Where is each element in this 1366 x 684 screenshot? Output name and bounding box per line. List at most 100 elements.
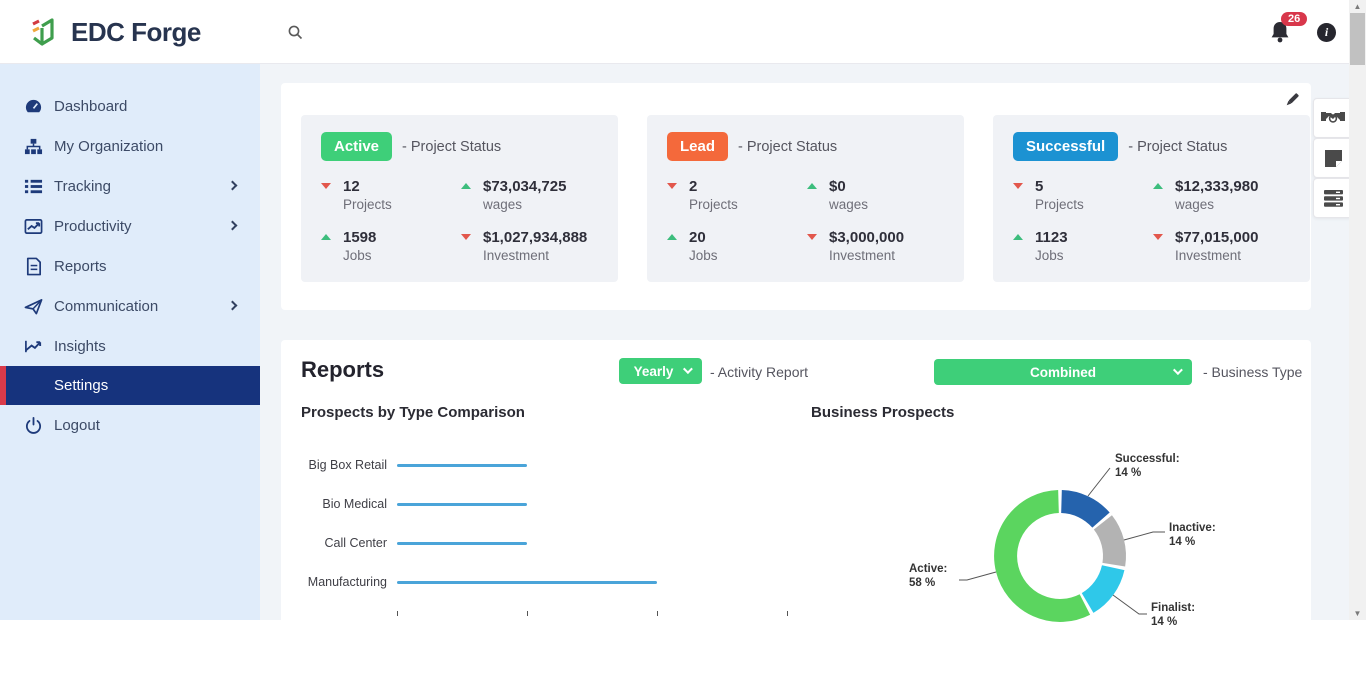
sidebar-item-reports[interactable]: Reports <box>0 246 260 286</box>
sidebar-item-insights[interactable]: Insights <box>0 326 260 366</box>
search-icon[interactable] <box>287 24 305 42</box>
stat-label: wages <box>483 197 523 212</box>
arrow-down-icon <box>321 183 331 189</box>
donut-chart-title: Business Prospects <box>811 404 955 421</box>
sticky-note-icon <box>1324 149 1342 167</box>
leader-line-successful <box>1087 467 1111 497</box>
info-icon[interactable]: i <box>1317 22 1336 42</box>
stat-value: $77,015,000 <box>1175 229 1259 246</box>
status-card: Active - Project Status 12 Projects $73,034,… <box>301 115 618 282</box>
bar-row: Big Box Retail <box>301 455 791 475</box>
stat-label: wages <box>829 197 869 212</box>
sidebar-item-dashboard[interactable]: Dashboard <box>0 86 260 126</box>
handshake-icon <box>1321 112 1345 123</box>
sidebar-item-settings[interactable]: Settings <box>0 366 260 405</box>
page-scrollbar[interactable]: ▲ ▼ <box>1349 0 1366 620</box>
stat-value: 1123 <box>1035 229 1068 246</box>
sidebar-item-logout[interactable]: Logout <box>0 405 260 445</box>
paper-plane-icon <box>24 297 43 316</box>
bar-bio-medical[interactable] <box>397 503 527 506</box>
chart-box-icon <box>24 217 43 236</box>
quick-action-server-button[interactable] <box>1313 178 1353 218</box>
sidebar-item-label: Reports <box>54 257 107 275</box>
business-type-dropdown[interactable]: Combined <box>934 359 1192 385</box>
brand-logo[interactable]: EDC Forge <box>28 14 201 50</box>
stat-value: $73,034,725 <box>483 178 567 195</box>
bar-row: Call Center <box>301 533 791 553</box>
pie-label-active: Active: 58 % <box>909 563 948 590</box>
activity-report-dropdown[interactable]: Yearly <box>619 358 702 384</box>
stat-value: 5 <box>1035 178 1044 195</box>
status-badge: Lead <box>667 132 729 161</box>
stat-value: $3,000,000 <box>829 229 905 246</box>
stat-investment: $77,015,000 Investment <box>1153 229 1303 263</box>
scrollbar-down-arrow[interactable]: ▼ <box>1353 609 1362 618</box>
reports-title: Reports <box>301 357 385 382</box>
org-chart-icon <box>24 137 43 156</box>
leader-line-inactive <box>1123 531 1165 541</box>
stat-label: Jobs <box>1035 248 1064 263</box>
power-icon <box>24 416 43 435</box>
status-badge: Successful <box>1013 132 1119 161</box>
stat-label: Jobs <box>343 248 372 263</box>
top-header: EDC Forge 26 i <box>0 0 1366 64</box>
stat-value: 2 <box>689 178 698 195</box>
stat-jobs: 1123 Jobs <box>1013 229 1163 263</box>
arrow-up-icon <box>321 234 331 240</box>
status-card: Successful - Project Status 5 Projects $12,3… <box>993 115 1310 282</box>
dropdown-value: Yearly <box>633 363 674 379</box>
stat-label: Investment <box>829 248 896 263</box>
stat-label: wages <box>1175 197 1215 212</box>
prospects-bar-chart: Big Box Retail Bio Medical Call Center Manu… <box>301 435 791 635</box>
stat-investment: $1,027,934,888 Investment <box>461 229 611 263</box>
chevron-down-icon <box>682 364 693 375</box>
pie-label-inactive: Inactive: 14 % <box>1169 522 1216 549</box>
sidebar-item-label: My Organization <box>54 137 164 155</box>
project-status-panel: Active - Project Status 12 Projects $73,034,… <box>281 83 1311 310</box>
sidebar-item-communication[interactable]: Communication <box>0 286 260 326</box>
quick-action-partners-button[interactable] <box>1313 98 1353 138</box>
stat-value: 12 <box>343 178 360 195</box>
bar-manufacturing[interactable] <box>397 581 657 584</box>
sidebar-item-tracking[interactable]: Tracking <box>0 166 260 206</box>
bar-category-label: Big Box Retail <box>308 458 387 472</box>
card-title-suffix: - Project Status <box>738 138 838 155</box>
arrow-down-icon <box>461 234 471 240</box>
bar-row: Bio Medical <box>301 494 791 514</box>
bar-call-center[interactable] <box>397 542 527 545</box>
donut-slice-successful[interactable] <box>1060 490 1110 529</box>
donut-slice-finalist[interactable] <box>1081 564 1125 613</box>
bar-category-label: Call Center <box>324 536 387 550</box>
trend-icon <box>24 337 43 356</box>
bell-icon <box>1271 22 1289 43</box>
status-badge: Active <box>321 132 393 161</box>
dropdown-value: Combined <box>1030 364 1096 380</box>
donut-slice-inactive[interactable] <box>1093 515 1126 567</box>
stat-label: Projects <box>689 197 738 212</box>
scrollbar-thumb[interactable] <box>1350 13 1365 65</box>
brand-name: EDC Forge <box>71 16 201 47</box>
sidebar-item-productivity[interactable]: Productivity <box>0 206 260 246</box>
stat-value: 1598 <box>343 229 377 246</box>
chevron-right-icon <box>227 180 238 191</box>
sidebar-item-label: Communication <box>54 297 159 315</box>
arrow-up-icon <box>1153 183 1163 189</box>
notification-count-badge: 26 <box>1281 12 1308 26</box>
sidebar-item-label: Logout <box>54 416 100 434</box>
scrollbar-up-arrow[interactable]: ▲ <box>1353 2 1362 11</box>
bar-big-box-retail[interactable] <box>397 464 527 467</box>
leader-line-finalist <box>1112 594 1147 615</box>
activity-report-label: - Activity Report <box>710 364 809 380</box>
quick-action-notes-button[interactable] <box>1313 138 1353 178</box>
arrow-down-icon <box>1153 234 1163 240</box>
sidebar-item-my-organization[interactable]: My Organization <box>0 126 260 166</box>
brand-logo-icon <box>32 18 54 46</box>
bar-chart-title: Prospects by Type Comparison <box>301 404 525 421</box>
pencil-icon[interactable] <box>1283 91 1303 111</box>
notifications-button[interactable]: 26 <box>1269 12 1308 44</box>
arrow-up-icon <box>807 183 817 189</box>
stat-projects: 12 Projects <box>321 178 471 212</box>
donut-slice-active[interactable] <box>994 490 1091 622</box>
arrow-up-icon <box>461 183 471 189</box>
sidebar-item-label: Dashboard <box>54 97 128 115</box>
